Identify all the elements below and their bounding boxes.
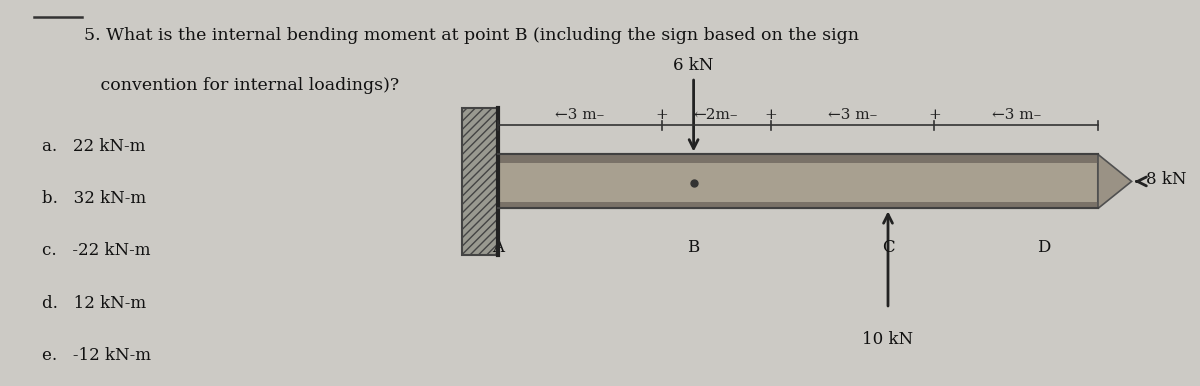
Text: +: + bbox=[764, 108, 778, 122]
Text: B: B bbox=[688, 239, 700, 256]
Text: 10 kN: 10 kN bbox=[863, 331, 913, 348]
Bar bbox=[498, 154, 1098, 163]
Text: +: + bbox=[928, 108, 941, 122]
Text: 8 kN: 8 kN bbox=[1146, 171, 1187, 188]
Text: c.   -22 kN-m: c. -22 kN-m bbox=[42, 242, 150, 259]
Text: ←3 m–: ←3 m– bbox=[556, 108, 605, 122]
Text: d.   12 kN-m: d. 12 kN-m bbox=[42, 295, 146, 312]
Bar bbox=[462, 108, 498, 255]
Text: ←3 m–: ←3 m– bbox=[991, 108, 1040, 122]
Text: D: D bbox=[1037, 239, 1051, 256]
Text: C: C bbox=[882, 239, 894, 256]
Text: convention for internal loadings)?: convention for internal loadings)? bbox=[84, 77, 400, 94]
Text: b.   32 kN-m: b. 32 kN-m bbox=[42, 190, 146, 207]
Text: e.   -12 kN-m: e. -12 kN-m bbox=[42, 347, 151, 364]
Bar bbox=[498, 202, 1098, 208]
Bar bbox=[498, 154, 1098, 208]
Text: A: A bbox=[492, 239, 504, 256]
Text: ←3 m–: ←3 m– bbox=[828, 108, 877, 122]
Text: 6 kN: 6 kN bbox=[673, 57, 714, 74]
Text: +: + bbox=[655, 108, 668, 122]
Text: ←2m–: ←2m– bbox=[694, 108, 738, 122]
Text: a.   22 kN-m: a. 22 kN-m bbox=[42, 138, 145, 155]
Polygon shape bbox=[1098, 154, 1132, 208]
Text: 5. What is the internal bending moment at point B (including the sign based on t: 5. What is the internal bending moment a… bbox=[84, 27, 859, 44]
